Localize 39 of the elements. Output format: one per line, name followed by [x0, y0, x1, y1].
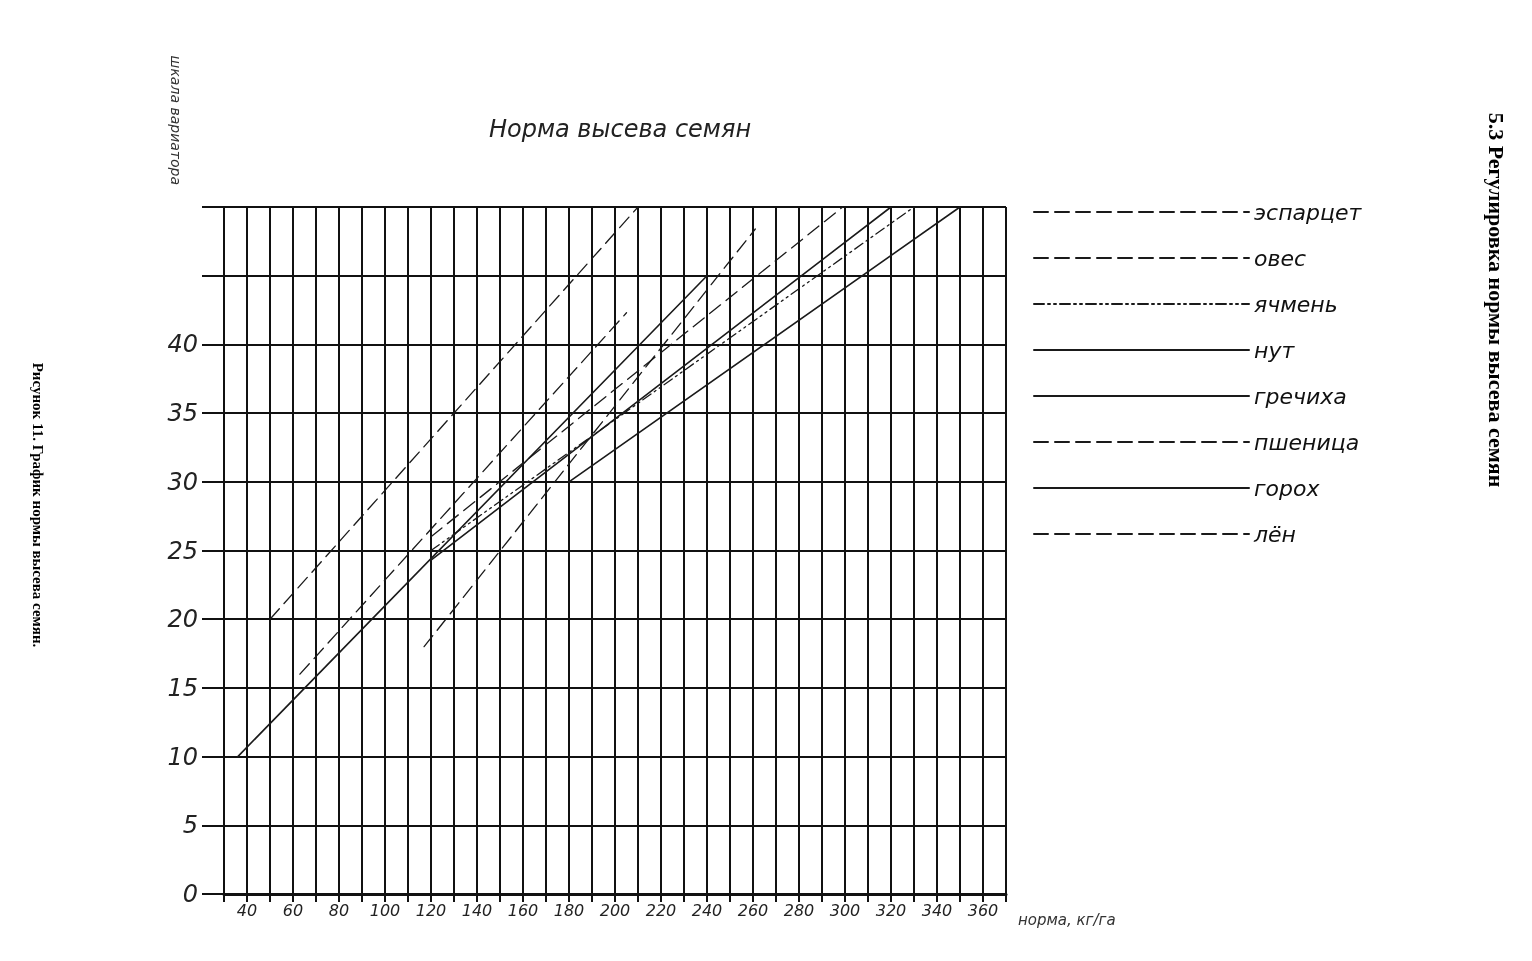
x-tick-label: 140: [461, 900, 493, 920]
x-tick-label: 220: [645, 900, 677, 920]
x-tick-label: 60: [282, 900, 304, 920]
y-tick-label: 5: [182, 811, 198, 840]
y-tick-label: 40: [167, 330, 198, 359]
text: эспарцет: [1254, 199, 1363, 225]
text: нут: [1254, 337, 1296, 363]
y-tick-label: 0: [182, 880, 198, 908]
y-tick-label: 25: [167, 536, 198, 565]
text: 5.3 Регулировка нормы высева семян: [1483, 112, 1509, 488]
chart-title: Норма высева семян: [488, 115, 752, 143]
x-tick-label: 100: [369, 900, 401, 920]
x-tick-label: 160: [507, 900, 539, 920]
x-tick-label: 120: [415, 900, 447, 920]
y-tick-label: 35: [167, 399, 198, 428]
x-tick-label: 260: [737, 900, 769, 920]
text: лён: [1253, 521, 1296, 547]
y-tick-label: 15: [167, 673, 198, 702]
text: Рисунок 11. График нормы высева семян.: [30, 362, 46, 648]
text: ячмень: [1254, 291, 1338, 317]
y-tick-label: 10: [167, 742, 198, 771]
x-tick-label: 180: [553, 900, 585, 920]
y-axis-title: шкала вариатора: [168, 55, 184, 185]
x-tick-label: 80: [328, 900, 350, 920]
x-tick-label: 200: [599, 900, 631, 920]
x-tick-label: 320: [875, 900, 907, 920]
y-tick-label: 20: [167, 605, 198, 634]
x-tick-label: 360: [967, 900, 999, 920]
text: горох: [1254, 475, 1321, 501]
text: пшеница: [1254, 429, 1360, 455]
x-axis-title: норма, кг/га: [1018, 911, 1116, 929]
x-tick-label: 300: [829, 900, 861, 920]
x-tick-label: 340: [921, 900, 953, 920]
text: овес: [1254, 245, 1307, 271]
text: гречиха: [1254, 383, 1347, 409]
x-tick-label: 240: [691, 900, 723, 920]
x-tick-label: 40: [236, 900, 258, 920]
x-tick-label: 280: [783, 900, 815, 920]
y-tick-label: 30: [167, 467, 198, 496]
